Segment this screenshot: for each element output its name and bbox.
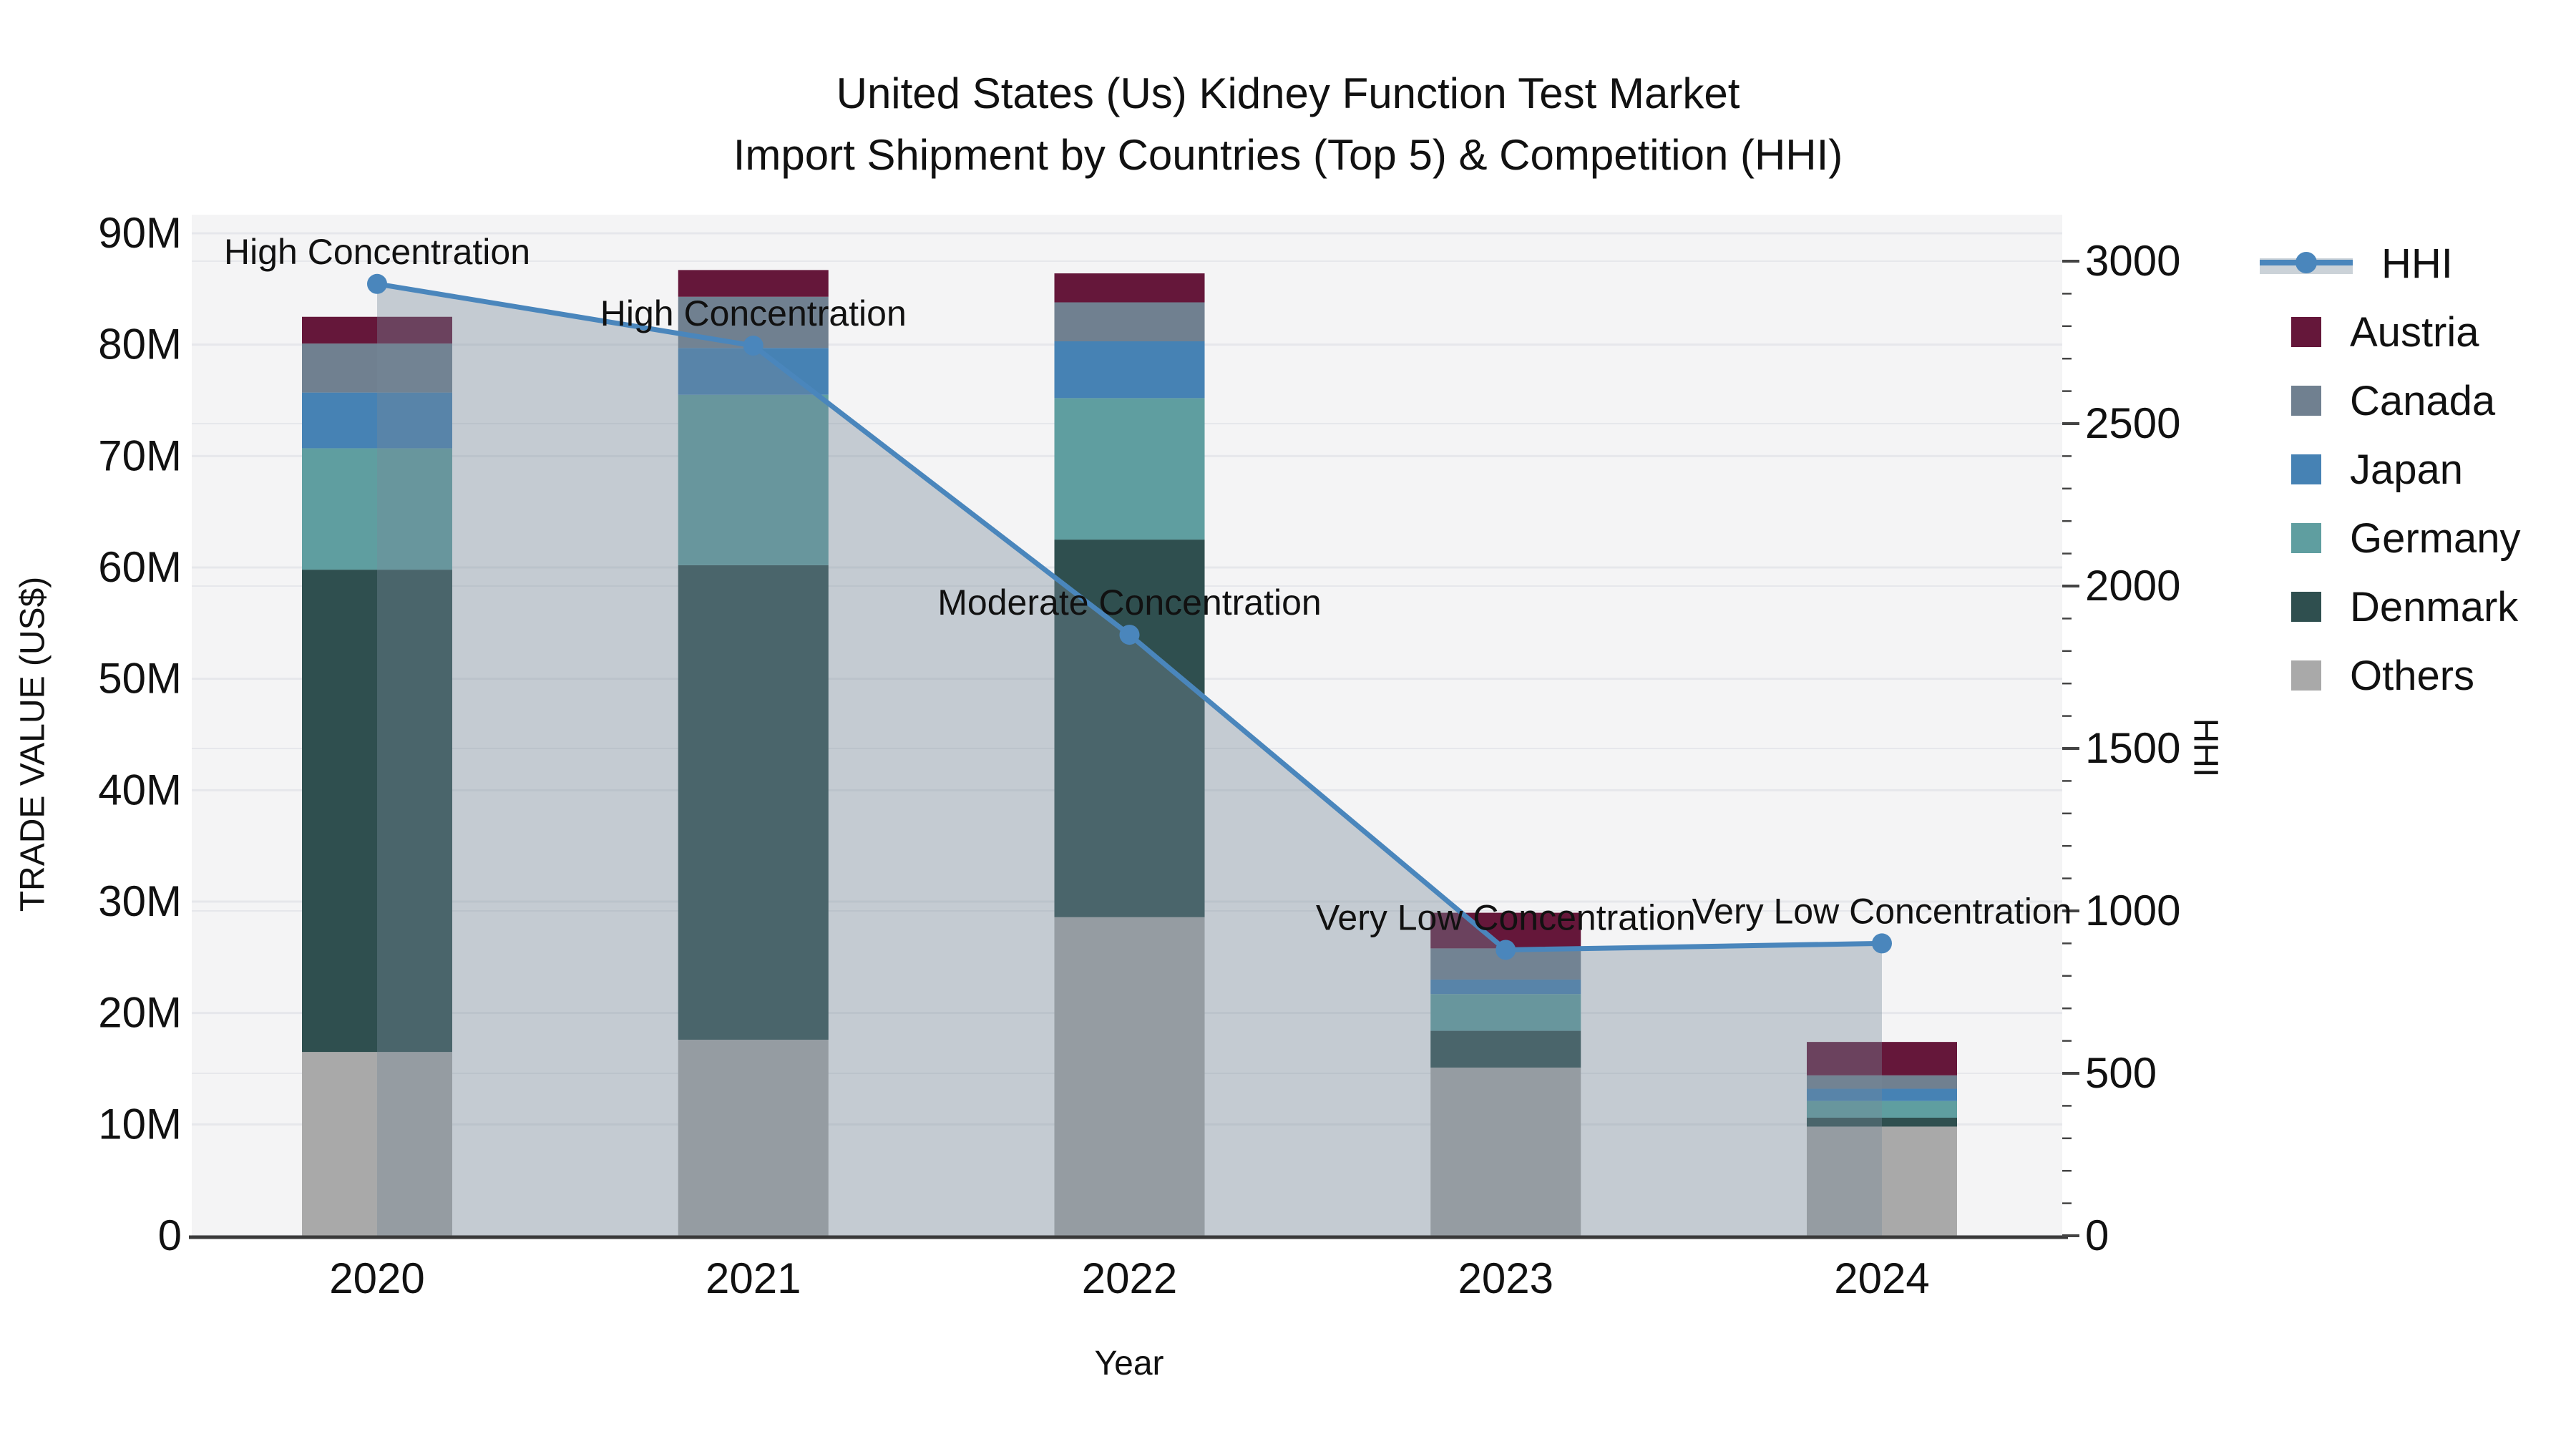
y-right-tick-label: 1500 — [2085, 724, 2180, 772]
tick-labels: 0 10M 20M 30M 40M 50M 60M 70M 80M 90M 0 500 1000 1500… — [98, 209, 2180, 1302]
legend-label: Germany — [2350, 514, 2521, 562]
bar-segment-2024-denmark — [1807, 1117, 1957, 1127]
x-tick-label: 2023 — [1458, 1254, 1553, 1302]
y-right-tick-label: 2000 — [2085, 562, 2180, 610]
bar-segment-2020-japan — [302, 392, 452, 449]
annotation-2023: Very Low Concentration — [1316, 897, 1696, 937]
legend-label: Austria — [2350, 308, 2479, 356]
bar-segment-2021-austria — [678, 270, 829, 297]
y-axis-label-right: HHI — [2186, 718, 2225, 778]
legend-item-denmark: Denmark — [2260, 572, 2521, 641]
bar-segment-2020-germany — [302, 448, 452, 570]
hhi-marker-2023 — [1496, 940, 1516, 960]
y-right-tick-label: 500 — [2085, 1049, 2157, 1097]
y-right-tick-label: 0 — [2085, 1211, 2109, 1259]
y-left-tick-label: 0 — [158, 1211, 182, 1259]
chart-title-line-2: Import Shipment by Countries (Top 5) & C… — [733, 131, 1843, 179]
chart-title-line-1: United States (Us) Kidney Function Test … — [836, 69, 1740, 117]
bar-segment-2021-others — [678, 1040, 829, 1236]
bar-segment-2022-denmark — [1054, 540, 1205, 917]
x-tick-label: 2021 — [706, 1254, 801, 1302]
y-axis-label-left: TRADE VALUE (US$) — [14, 576, 52, 912]
bar-segment-2020-denmark — [302, 570, 452, 1053]
legend-item-hhi: HHI — [2260, 229, 2521, 298]
bar-segment-2020-others — [302, 1052, 452, 1236]
legend-swatch-others — [2291, 660, 2321, 691]
bar-segment-2021-germany — [678, 394, 829, 565]
bar-segment-2024-germany — [1807, 1101, 1957, 1118]
y-right-tick-label: 1000 — [2085, 887, 2180, 935]
y-left-tick-label: 20M — [98, 989, 182, 1037]
bar-segment-2020-canada — [302, 343, 452, 393]
y-left-tick-label: 90M — [98, 209, 182, 257]
bar-segment-2022-canada — [1054, 302, 1205, 341]
y-left-tick-label: 70M — [98, 431, 182, 479]
legend-swatch-austria — [2291, 317, 2321, 347]
hhi-marker-2024 — [1872, 933, 1892, 954]
bar-segment-2024-japan — [1807, 1088, 1957, 1101]
annotation-2022: Moderate Concentration — [937, 582, 1321, 623]
bar-segment-2024-others — [1807, 1126, 1957, 1236]
bar-segment-2024-austria — [1807, 1042, 1957, 1075]
y-left-tick-label: 30M — [98, 877, 182, 925]
bar-segment-2022-austria — [1054, 273, 1205, 303]
annotation-2021: High Concentration — [600, 293, 907, 333]
bar-segment-2021-denmark — [678, 565, 829, 1040]
legend-swatch-canada — [2291, 386, 2321, 416]
legend-item-japan: Japan — [2260, 435, 2521, 504]
y-left-tick-label: 60M — [98, 543, 182, 591]
legend-swatch-germany — [2291, 523, 2321, 553]
legend-label: HHI — [2381, 240, 2453, 287]
legend-swatch-denmark — [2291, 592, 2321, 622]
bar-segment-2024-canada — [1807, 1075, 1957, 1089]
legend-label: Canada — [2350, 377, 2496, 424]
y-right-tick-label: 3000 — [2085, 237, 2180, 285]
annotation-2020: High Concentration — [224, 232, 530, 272]
legend-swatch-japan — [2291, 454, 2321, 484]
bar-segment-2022-others — [1054, 917, 1205, 1236]
y-right-tick-label: 2500 — [2085, 399, 2180, 447]
legend-item-germany: Germany — [2260, 504, 2521, 572]
bar-segment-2022-germany — [1054, 398, 1205, 540]
legend-label: Denmark — [2350, 583, 2519, 630]
bar-segment-2023-denmark — [1430, 1030, 1581, 1068]
legend-item-canada: Canada — [2260, 366, 2521, 435]
x-tick-label: 2022 — [1082, 1254, 1177, 1302]
hhi-line-legend-icon — [2260, 248, 2353, 278]
bar-segment-2020-austria — [302, 316, 452, 344]
legend: HHI Austria Canada Japan Germany Denmark Other… — [2260, 229, 2521, 710]
y-left-tick-label: 80M — [98, 321, 182, 369]
bar-segment-2023-germany — [1430, 994, 1581, 1031]
bar-segment-2023-japan — [1430, 979, 1581, 995]
hhi-marker-2022 — [1119, 625, 1140, 645]
bar-segment-2022-japan — [1054, 341, 1205, 399]
x-tick-label: 2024 — [1834, 1254, 1929, 1302]
bar-segment-2023-others — [1430, 1067, 1581, 1236]
x-axis-label: Year — [1094, 1345, 1164, 1382]
bars — [302, 270, 1957, 1236]
right-axis-ticks — [2062, 260, 2079, 1237]
x-tick-label: 2020 — [329, 1254, 424, 1302]
y-left-tick-label: 10M — [98, 1100, 182, 1148]
legend-label: Others — [2350, 652, 2475, 699]
legend-item-austria: Austria — [2260, 298, 2521, 366]
hhi-marker-2021 — [743, 336, 763, 356]
y-left-tick-label: 40M — [98, 766, 182, 814]
legend-item-others: Others — [2260, 641, 2521, 710]
hhi-marker-2020 — [367, 273, 387, 294]
legend-label: Japan — [2350, 446, 2464, 493]
y-left-tick-label: 50M — [98, 655, 182, 703]
hhi-area-fill — [377, 283, 1882, 1236]
annotation-2024: Very Low Concentration — [1692, 891, 2072, 931]
